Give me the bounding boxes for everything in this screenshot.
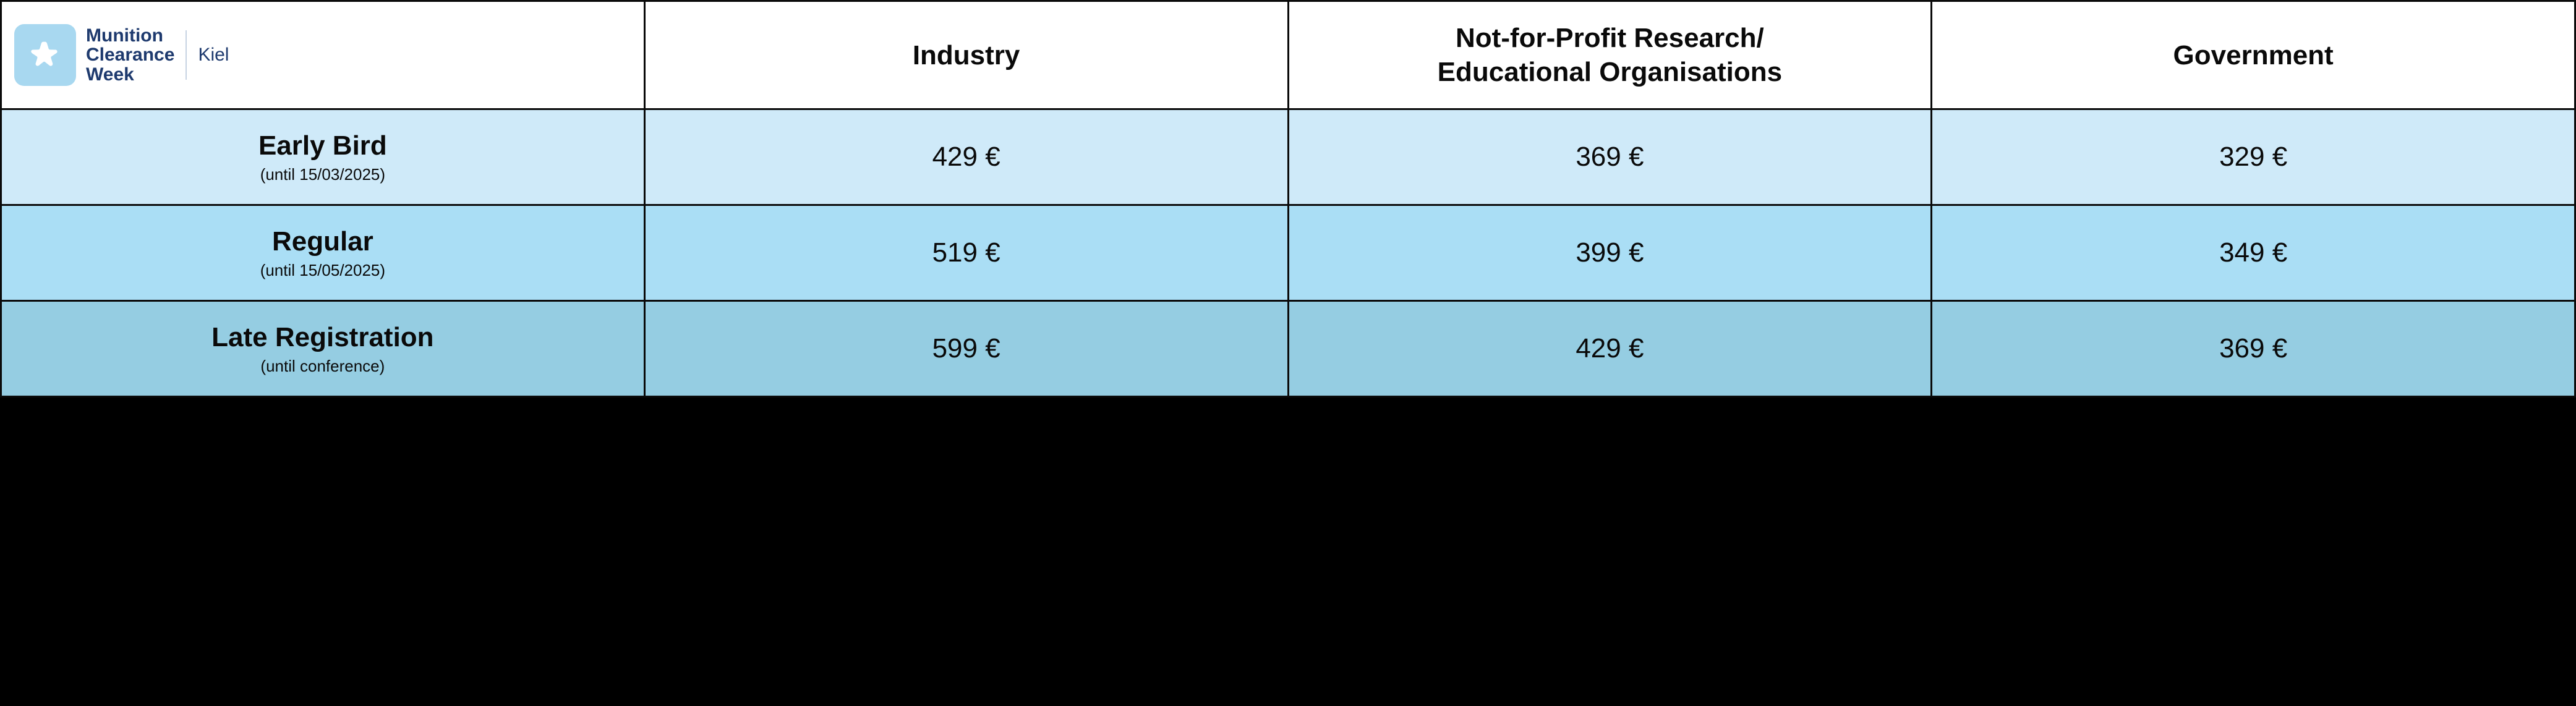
logo-cell: Munition Clearance Week Kiel (1, 1, 645, 109)
price-cell: 429 € (1288, 301, 1932, 397)
table-row: Late Registration (until conference) 599… (1, 301, 2575, 397)
logo-subtitle: Kiel (198, 43, 229, 67)
tier-label-late: Late Registration (until conference) (1, 301, 645, 397)
price-cell: 429 € (644, 109, 1288, 205)
event-logo: Munition Clearance Week Kiel (14, 19, 631, 91)
table-row: Regular (until 15/05/2025) 519 € 399 € 3… (1, 205, 2575, 301)
table-row: Early Bird (until 15/03/2025) 429 € 369 … (1, 109, 2575, 205)
header-row: Munition Clearance Week Kiel Industry No… (1, 1, 2575, 109)
star-icon (28, 38, 62, 72)
col-header-industry: Industry (644, 1, 1288, 109)
logo-title: Munition Clearance Week (86, 26, 174, 85)
price-cell: 329 € (1932, 109, 2575, 205)
price-cell: 369 € (1288, 109, 1932, 205)
price-cell: 349 € (1932, 205, 2575, 301)
price-cell: 519 € (644, 205, 1288, 301)
price-cell: 369 € (1932, 301, 2575, 397)
tier-label-regular: Regular (until 15/05/2025) (1, 205, 645, 301)
price-cell: 399 € (1288, 205, 1932, 301)
tier-label-earlybird: Early Bird (until 15/03/2025) (1, 109, 645, 205)
logo-divider (186, 30, 187, 80)
footer-gap (0, 398, 2576, 706)
logo-badge (14, 24, 76, 86)
pricing-table: Munition Clearance Week Kiel Industry No… (0, 0, 2576, 398)
price-cell: 599 € (644, 301, 1288, 397)
col-header-nonprofit: Not-for-Profit Research/Educational Orga… (1288, 1, 1932, 109)
col-header-government: Government (1932, 1, 2575, 109)
